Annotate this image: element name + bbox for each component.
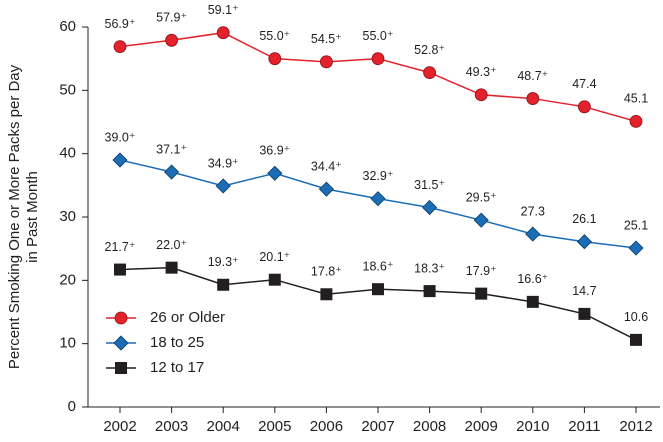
value-label: 17.8⁺: [311, 265, 342, 279]
value-label: 36.9⁺: [259, 144, 290, 158]
x-tick-label: 2011: [568, 418, 600, 435]
marker: [370, 191, 386, 207]
marker: [115, 362, 127, 374]
y-tick-label: 60: [59, 18, 76, 35]
marker: [474, 88, 488, 102]
legend-label: 18 to 25: [150, 334, 204, 351]
value-label: 18.3⁺: [414, 261, 445, 275]
x-tick-label: 2008: [413, 418, 446, 435]
marker: [319, 55, 333, 69]
value-label: 22.0⁺: [156, 238, 187, 252]
value-label: 16.6⁺: [517, 272, 548, 286]
marker: [318, 181, 334, 197]
x-tick-label: 2003: [155, 418, 188, 435]
marker: [422, 199, 438, 216]
value-label: 55.0⁺: [363, 29, 394, 43]
value-label: 32.9⁺: [363, 169, 394, 183]
marker: [423, 66, 437, 79]
series-line: [119, 31, 637, 123]
value-label: 20.1⁺: [259, 250, 290, 264]
value-label: 48.7⁺: [517, 69, 548, 83]
value-label: 55.0⁺: [259, 29, 290, 43]
y-tick-label: 30: [59, 208, 76, 225]
x-tick-label: 2009: [465, 418, 498, 435]
marker: [165, 261, 178, 274]
marker: [114, 311, 128, 325]
x-tick-label: 2007: [361, 418, 394, 435]
marker: [629, 114, 643, 128]
marker: [630, 333, 642, 346]
value-label: 34.4⁺: [311, 159, 342, 173]
value-label: 49.3⁺: [466, 65, 497, 79]
marker: [372, 283, 384, 296]
x-tick-label: 2005: [258, 418, 291, 435]
marker: [526, 295, 539, 308]
series-line: [119, 266, 637, 341]
value-label: 10.6: [624, 310, 648, 324]
value-label: 37.1⁺: [156, 142, 187, 156]
value-label: 59.1⁺: [208, 3, 239, 17]
y-tick-label: 20: [59, 271, 76, 288]
value-label: 56.9⁺: [105, 17, 136, 31]
marker: [473, 212, 489, 228]
value-label: 18.6⁺: [363, 259, 394, 273]
marker: [268, 52, 282, 66]
x-tick-label: 2010: [516, 418, 549, 435]
x-tick-label: 2002: [103, 418, 136, 435]
marker: [628, 240, 644, 256]
y-axis-label: in Past Month: [24, 171, 41, 263]
value-label: 19.3⁺: [208, 255, 239, 269]
marker: [113, 40, 127, 54]
marker: [578, 100, 591, 114]
y-tick-label: 50: [59, 81, 76, 98]
value-label: 52.8⁺: [414, 43, 445, 57]
y-tick-label: 0: [68, 398, 76, 415]
value-label: 54.5⁺: [311, 32, 342, 46]
value-label: 31.5⁺: [414, 178, 445, 192]
value-label: 57.9⁺: [156, 11, 187, 25]
marker: [475, 287, 488, 300]
marker: [423, 285, 436, 298]
marker: [112, 152, 128, 168]
value-label: 21.7⁺: [105, 240, 136, 254]
marker: [525, 226, 541, 242]
value-label: 34.9⁺: [208, 156, 239, 170]
value-label: 47.4: [572, 77, 596, 91]
value-label: 45.1: [624, 92, 648, 106]
x-tick-label: 2006: [310, 418, 343, 435]
y-axis-label: Percent Smoking One or More Packs per Da…: [6, 64, 23, 369]
value-label: 25.1: [624, 218, 648, 232]
value-label: 29.5⁺: [466, 190, 497, 204]
marker: [578, 307, 591, 320]
value-label: 26.1: [572, 212, 596, 226]
legend-label: 12 to 17: [150, 359, 204, 376]
marker: [267, 165, 283, 181]
y-tick-label: 10: [59, 335, 76, 352]
marker: [114, 263, 126, 276]
y-tick-label: 40: [59, 145, 76, 162]
marker: [576, 234, 592, 250]
legend-label: 26 or Older: [150, 309, 225, 326]
value-label: 14.7: [572, 284, 596, 298]
x-tick-label: 2004: [207, 418, 240, 435]
marker: [165, 33, 179, 47]
marker: [371, 52, 385, 66]
marker: [215, 178, 231, 194]
marker: [320, 288, 333, 301]
marker: [164, 164, 180, 180]
marker: [217, 278, 230, 291]
x-tick-label: 2012: [619, 418, 652, 435]
value-label: 39.0⁺: [105, 130, 136, 144]
marker: [216, 26, 230, 40]
marker: [526, 92, 540, 105]
marker: [268, 273, 281, 286]
marker: [113, 335, 129, 351]
value-label: 27.3: [521, 204, 545, 218]
value-label: 17.9⁺: [466, 264, 497, 278]
